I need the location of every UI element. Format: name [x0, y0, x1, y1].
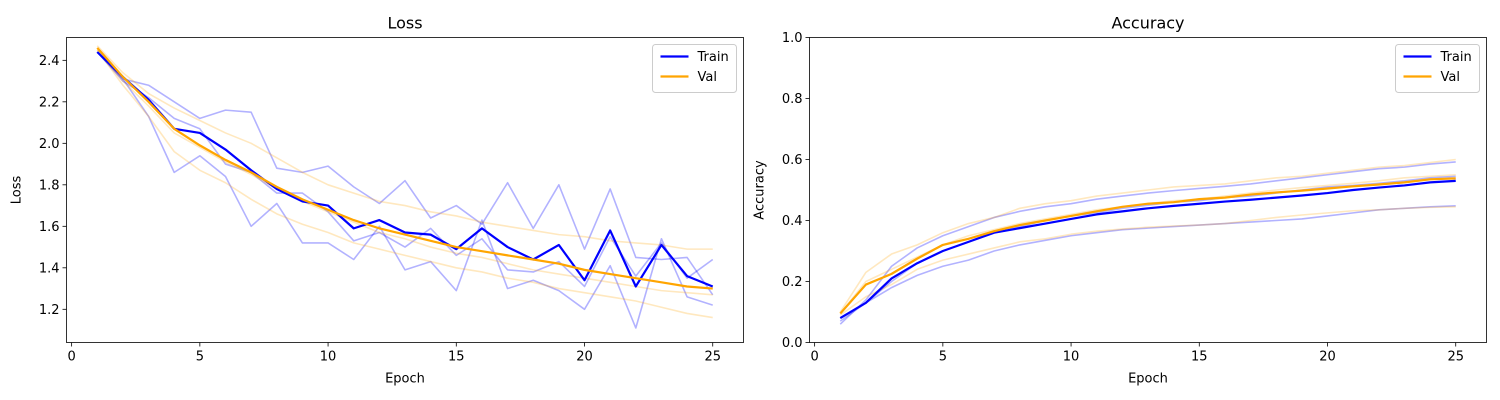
accuracy-chart: 0 5 10 15 20 25 0.0 0.2 0.4 0.6 0.8 1.0 Accuracy Epoc… — [753, 14, 1487, 387]
y-axis-label: Loss — [10, 176, 25, 205]
faint-run-line-4 — [96, 45, 713, 250]
y-tick-label: 2.2 — [39, 95, 60, 110]
y-tick-label: 1.4 — [39, 261, 60, 276]
x-tick-label: 0 — [67, 350, 75, 365]
legend-label-train: Train — [697, 50, 729, 65]
y-tick-label: 0.0 — [782, 336, 803, 351]
x-tick-label: 15 — [448, 350, 465, 365]
faint-run-line-1 — [839, 161, 1456, 325]
loss-chart: 0 5 10 15 20 25 1.2 1.4 1.6 1.8 2.0 2.2 2.4 Loss Epoch… — [10, 14, 744, 387]
legend-label-val: Val — [698, 70, 717, 85]
y-tick-label: 1.0 — [782, 31, 803, 46]
y-tick-label: 2.0 — [39, 137, 60, 152]
y-axis-label: Accuracy — [753, 160, 768, 220]
series-line-train — [96, 51, 714, 288]
faint-run-line-5 — [839, 205, 1456, 316]
chart-title: Loss — [387, 14, 422, 33]
legend-label-val: Val — [1441, 70, 1460, 85]
faint-run-line-3 — [96, 51, 714, 288]
faint-run-line-5 — [96, 49, 713, 319]
plot-area — [839, 158, 1456, 325]
y-tick-label: 1.2 — [39, 303, 60, 318]
series-line-train — [839, 179, 1456, 320]
x-axis-label: Epoch — [385, 372, 425, 387]
x-tick-label: 5 — [196, 350, 204, 365]
x-tick-label: 25 — [1447, 350, 1464, 365]
x-tick-label: 5 — [939, 350, 947, 365]
y-tick-label: 1.6 — [39, 220, 60, 235]
x-tick-label: 10 — [320, 350, 337, 365]
y-tick-label: 0.8 — [782, 92, 803, 107]
faint-run-line-2 — [839, 205, 1456, 322]
x-tick-label: 25 — [704, 350, 721, 365]
series-line-val — [96, 47, 713, 290]
faint-run-line-2 — [96, 51, 713, 329]
series-line-val — [839, 177, 1456, 315]
y-tick-label: 1.8 — [39, 178, 60, 193]
x-tick-label: 0 — [810, 350, 818, 365]
x-tick-label: 20 — [576, 350, 593, 365]
plot-area — [96, 45, 714, 329]
legend: Train Val — [652, 44, 737, 93]
legend-label-train: Train — [1440, 50, 1472, 65]
legend: Train Val — [1395, 44, 1480, 93]
y-tick-label: 0.6 — [782, 153, 803, 168]
faint-run-line-6 — [96, 49, 713, 296]
faint-run-line-1 — [96, 51, 714, 296]
axes-frame — [809, 37, 1487, 343]
y-tick-label: 0.2 — [782, 275, 803, 290]
x-tick-label: 15 — [1191, 350, 1208, 365]
y-tick-label: 0.4 — [782, 214, 803, 229]
y-tick-label: 2.4 — [39, 54, 60, 69]
chart-title: Accuracy — [1111, 14, 1184, 33]
x-tick-label: 10 — [1063, 350, 1080, 365]
x-axis-label: Epoch — [1128, 372, 1168, 387]
faint-run-line-4 — [839, 158, 1456, 313]
axes-frame — [66, 37, 744, 343]
x-tick-label: 20 — [1319, 350, 1336, 365]
